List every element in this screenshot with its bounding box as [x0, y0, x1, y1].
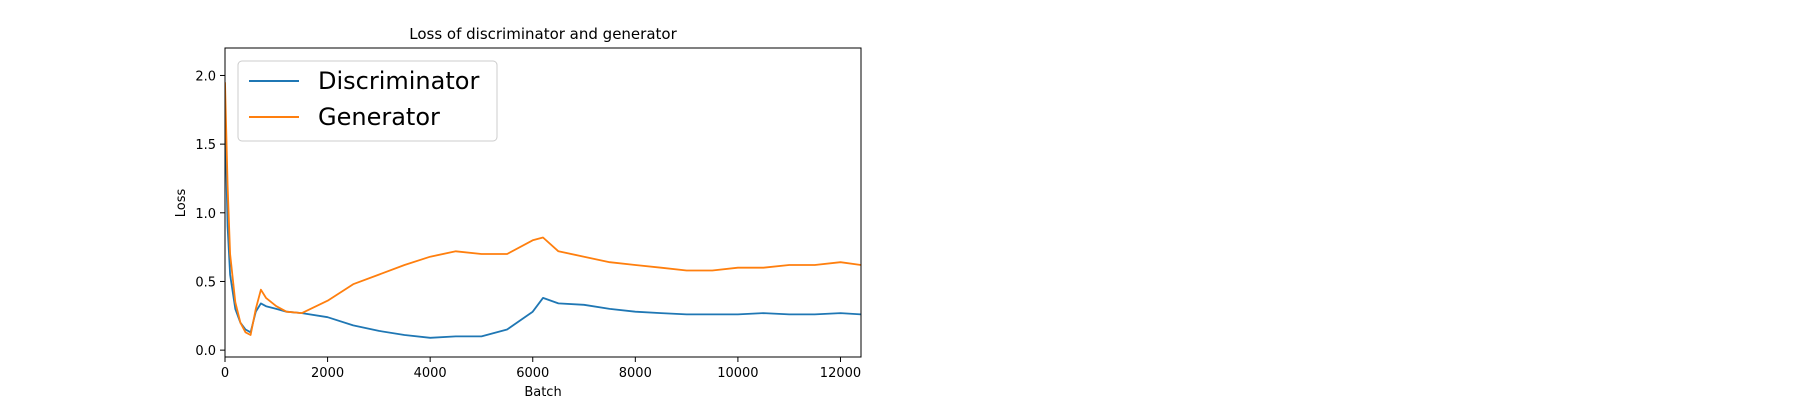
x-tick-label: 0	[221, 366, 229, 381]
legend-box	[237, 60, 498, 142]
legend: Discriminator Generator	[237, 60, 498, 142]
plot-area	[225, 82, 861, 339]
series-line-discriminator	[225, 109, 861, 339]
legend-label-discriminator: Discriminator	[318, 67, 479, 95]
y-tick-label: 2.0	[195, 69, 216, 84]
chart-title: Loss of discriminator and generator	[409, 25, 677, 43]
y-axis-label: Loss	[174, 189, 189, 218]
x-axis: 0 2000 4000 6000 8000 10000 12000	[221, 357, 861, 381]
series-line-generator	[225, 82, 861, 336]
y-tick-label: 0.5	[195, 275, 216, 290]
x-tick-label: 8000	[619, 366, 652, 381]
x-tick-label: 6000	[516, 366, 549, 381]
x-tick-label: 10000	[717, 366, 758, 381]
x-tick-label: 2000	[311, 366, 344, 381]
y-tick-label: 1.0	[195, 207, 216, 222]
y-axis: 0.0 0.5 1.0 1.5 2.0	[195, 69, 225, 359]
axes-frame	[224, 47, 862, 358]
x-tick-label: 4000	[414, 366, 447, 381]
x-axis-label: Batch	[524, 385, 561, 400]
legend-label-generator: Generator	[318, 103, 440, 131]
y-tick-label: 1.5	[195, 138, 216, 153]
y-tick-label: 0.0	[195, 344, 216, 359]
x-tick-label: 12000	[820, 366, 861, 381]
